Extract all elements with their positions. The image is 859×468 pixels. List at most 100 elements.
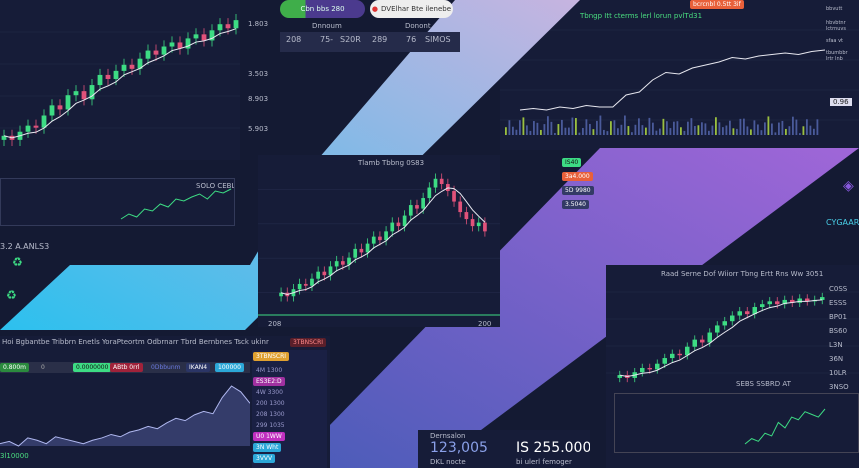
volume-bar [543,124,546,135]
tab[interactable]: 0.0000000 [73,363,112,372]
left-mini-chart: SOLO CEBLD [0,178,235,226]
candle [97,74,103,86]
volume-bar [729,120,731,135]
candle [233,20,239,29]
candle [113,70,119,79]
tab[interactable]: 100000 [215,363,244,372]
volume-bar [725,125,728,135]
candle [384,231,388,241]
candle [752,307,757,315]
tab[interactable]: 0Dbbunm [151,364,181,371]
candle [797,298,802,303]
toggle-pill[interactable]: Cbn bbs 280 [280,0,365,18]
candle [73,91,79,96]
volume-bar [778,122,780,135]
tab[interactable]: ABtb 0rrl [110,363,143,372]
refresh-icon[interactable]: ♻ [12,255,23,269]
volume-bar [533,121,535,135]
volume-bar [557,124,560,135]
top-center-card: Cbn bbs 280 ● DVElhar Bte ilenebe Dnnoum … [280,0,460,56]
volume-bar [624,115,626,135]
volume-bar [704,123,707,135]
volume-bar [575,118,577,135]
volume-bar [669,128,672,135]
candle [153,50,159,55]
volume-bar [701,122,703,135]
area-fill [0,386,250,446]
candle [201,34,207,41]
tab[interactable]: 0 [41,364,45,371]
volume-bar [529,130,532,135]
volume-bar [603,129,605,135]
moving-average-line [3,28,237,139]
volume-bar [512,126,514,135]
candle [421,198,425,209]
candle [193,34,199,39]
candle [617,375,622,378]
price-line [0,385,250,447]
candle [692,339,697,347]
candle [820,297,825,300]
candle [730,315,735,322]
volume-bar [694,126,696,135]
volume-bar [666,121,668,135]
volume-bar [505,127,507,135]
tab[interactable]: 0.800m [0,363,30,372]
candle [427,187,432,199]
candle [647,367,652,370]
volume-bar [687,121,689,135]
candle [297,283,302,290]
price-ladder: 3TBNSCRI 4M 1300 ES3E2:D 4W 3300 200 130… [252,350,327,468]
volume-bar [568,127,570,135]
volume-bar [750,129,752,135]
volume-bar [655,130,658,135]
candle [25,125,31,132]
volume-bar [760,130,763,135]
volume-bar [613,120,616,135]
candle [737,311,742,316]
candle [707,332,712,343]
candle [217,24,223,31]
candle [805,298,810,302]
volume-bar [683,130,686,135]
candle [458,201,463,213]
candle [722,321,727,326]
candle [470,219,475,227]
alert-pill[interactable]: ● DVElhar Bte ilenebe [370,0,453,18]
volume-bar [802,126,805,135]
current-price: 0.96 [830,98,852,106]
candle [402,215,407,227]
volume-bar [659,128,661,135]
center-chart: Tlamb Tbbng 0S83 208 200 [258,155,500,327]
candle [310,278,314,286]
volume-bar [690,118,693,135]
price-line [519,49,826,111]
tab[interactable]: IKAN4 [186,363,211,372]
stats-card: Dernsalon 123,005 DKL nocte IS 255.000 b… [418,430,590,468]
volume-bar [774,132,777,135]
sync-icon[interactable]: ♻ [6,288,17,302]
volume-bar [550,121,553,135]
logo-icon: ◈ [843,178,854,194]
candle [378,236,382,241]
candle [129,64,135,69]
candle [57,105,63,110]
price-badge[interactable]: bcrcnbl 0.5tt 3if [690,0,744,9]
chart-label: SOLO CEBLD [196,182,235,190]
volume-bar [809,125,812,135]
volume-bar [564,127,567,135]
candle [790,299,795,303]
moving-average-line [280,187,486,296]
candle [760,304,765,308]
candle [341,261,345,265]
candle [715,325,720,333]
volume-bar [708,130,710,135]
price-line [744,408,826,445]
candle [483,222,487,232]
candle [347,257,351,265]
volume-bar [673,121,675,135]
volume-bar [816,119,819,135]
volume-bar [606,131,609,135]
volume-bar [739,118,742,135]
volume-bar [561,119,563,135]
